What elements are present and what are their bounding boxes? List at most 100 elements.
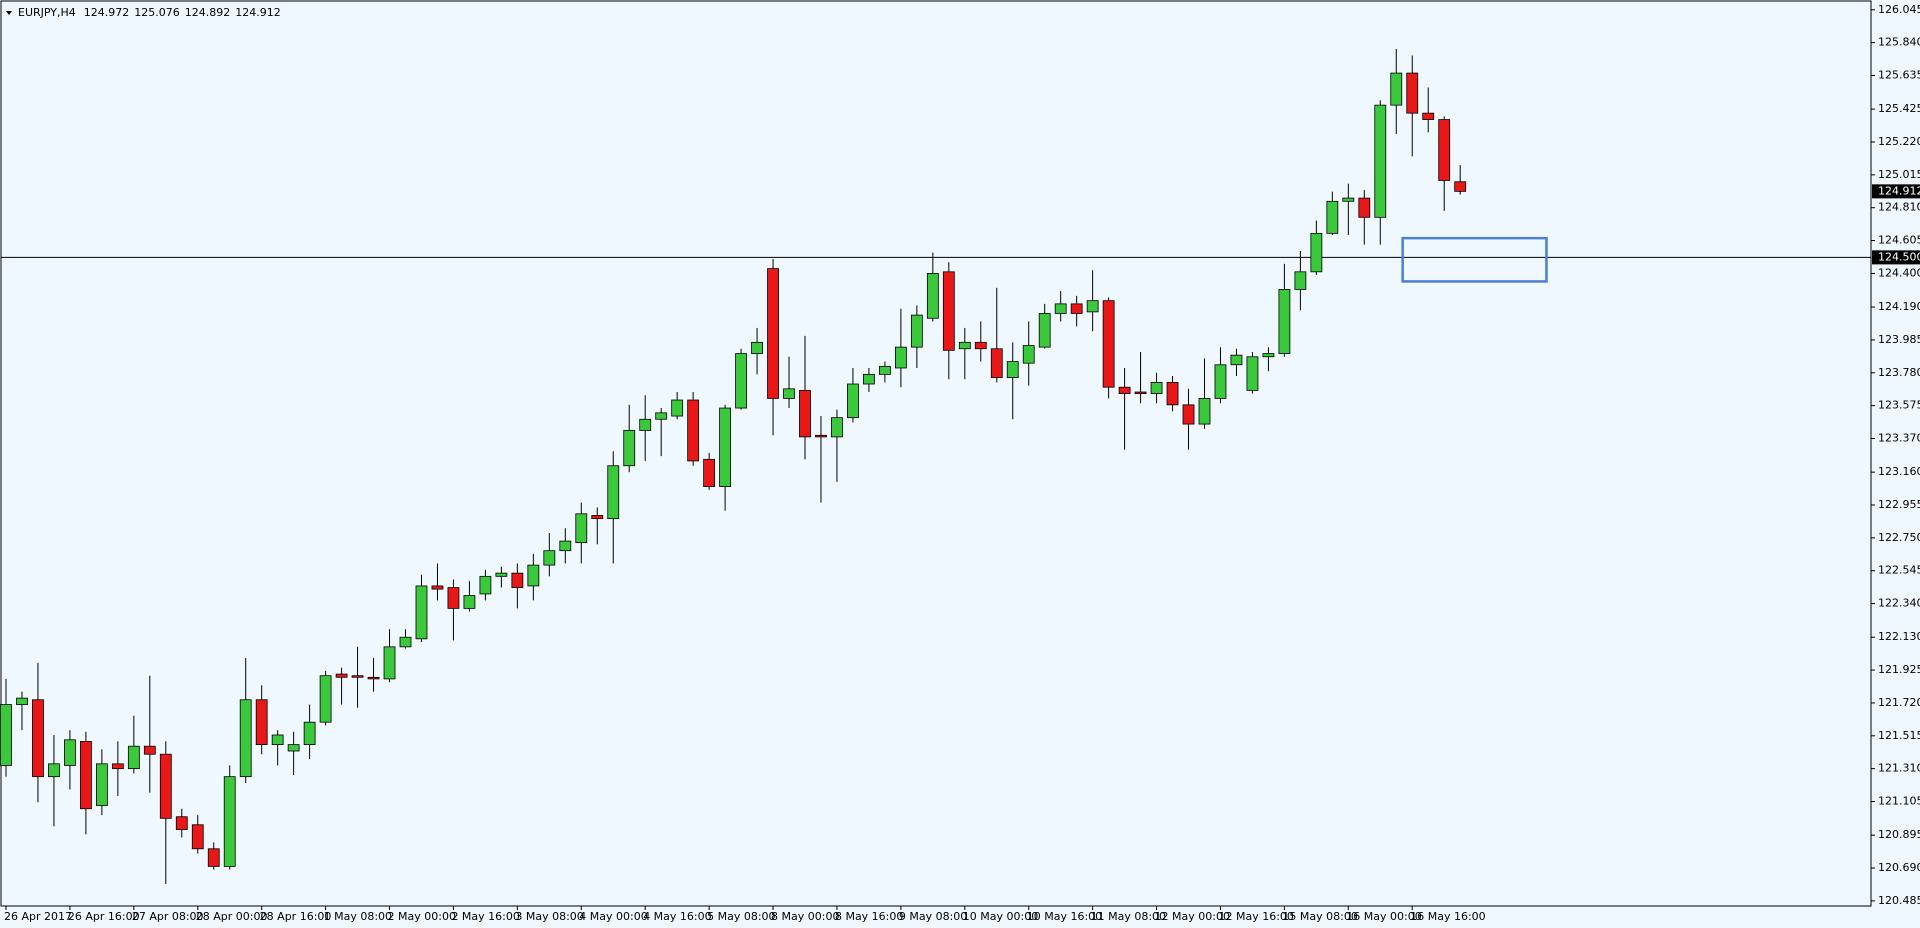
level-price-label: 124.500 bbox=[1878, 250, 1920, 263]
candle-body bbox=[255, 699, 268, 746]
candle-body bbox=[1054, 303, 1067, 314]
candle-body bbox=[879, 365, 891, 375]
candle-body bbox=[591, 515, 604, 520]
x-tick-label: 26 Apr 2017 bbox=[4, 910, 72, 923]
candle-body bbox=[1118, 386, 1131, 395]
chart-header: EURJPY,H4 124.972 125.076 124.892 124.912 bbox=[18, 6, 281, 19]
x-tick-label: 12 May 00:00 bbox=[1155, 910, 1230, 923]
candle-body bbox=[207, 848, 220, 867]
y-tick-label: 121.720 bbox=[1878, 696, 1920, 709]
candle-body bbox=[910, 314, 923, 348]
plot-frame bbox=[0, 0, 1872, 907]
candle-body bbox=[0, 704, 12, 766]
y-tick-label: 124.400 bbox=[1878, 266, 1920, 279]
x-tick-label: 1 May 08:00 bbox=[324, 910, 392, 923]
candle-body bbox=[623, 430, 636, 467]
y-tick-label: 125.840 bbox=[1878, 36, 1920, 49]
candle-body bbox=[16, 697, 28, 705]
candle-body bbox=[1150, 382, 1163, 395]
x-tick-label: 2 May 16:00 bbox=[451, 910, 519, 923]
candle-body bbox=[783, 388, 795, 399]
x-tick-label: 4 May 16:00 bbox=[643, 910, 711, 923]
x-tick-label: 11 May 08:00 bbox=[1091, 910, 1166, 923]
candle-body bbox=[1230, 354, 1243, 366]
candle-body bbox=[751, 341, 763, 354]
candle-body bbox=[399, 636, 412, 648]
x-tick-label: 28 Apr 00:00 bbox=[196, 910, 268, 923]
current-price-label: 124.912 bbox=[1878, 184, 1920, 197]
candle-body bbox=[303, 721, 316, 746]
candle-body bbox=[894, 346, 907, 369]
y-tick-label: 123.160 bbox=[1878, 465, 1920, 478]
candle-body bbox=[383, 646, 396, 680]
x-tick-label: 27 Apr 08:00 bbox=[132, 910, 204, 923]
y-tick-label: 120.690 bbox=[1878, 861, 1920, 874]
candle-body bbox=[926, 273, 939, 319]
candle-body bbox=[1422, 112, 1435, 120]
x-tick-label: 10 May 00:00 bbox=[963, 910, 1038, 923]
candle-body bbox=[1406, 72, 1419, 114]
candle-body bbox=[703, 458, 716, 487]
candle-body bbox=[1182, 404, 1195, 425]
x-tick-label: 16 May 16:00 bbox=[1410, 910, 1485, 923]
candle-body bbox=[159, 753, 172, 819]
x-tick-label: 2 May 00:00 bbox=[388, 910, 456, 923]
x-tick-label: 9 May 08:00 bbox=[899, 910, 967, 923]
candle-body bbox=[1310, 232, 1323, 273]
candle-body bbox=[80, 741, 92, 810]
x-tick-label: 16 May 00:00 bbox=[1346, 910, 1421, 923]
candle-body bbox=[1134, 391, 1147, 395]
candle-body bbox=[1038, 313, 1051, 348]
candle-body bbox=[223, 776, 236, 867]
candle-body bbox=[655, 412, 668, 420]
y-tick-label: 125.220 bbox=[1878, 135, 1920, 148]
candle-body bbox=[111, 763, 124, 770]
candle-body bbox=[942, 271, 955, 351]
candle-body bbox=[367, 676, 380, 680]
candle-body bbox=[431, 585, 444, 590]
candle-body bbox=[1438, 119, 1451, 181]
last-high: 125.076 bbox=[134, 6, 180, 19]
current-price-box bbox=[1872, 184, 1920, 199]
candle-body bbox=[335, 673, 348, 678]
x-tick-label: 3 May 08:00 bbox=[515, 910, 583, 923]
candle-body bbox=[1166, 382, 1179, 406]
candle-body bbox=[958, 341, 971, 350]
x-tick-label: 15 May 08:00 bbox=[1282, 910, 1357, 923]
x-tick-label: 8 May 00:00 bbox=[771, 910, 839, 923]
x-tick-label: 10 May 16:00 bbox=[1027, 910, 1102, 923]
candle-body bbox=[175, 816, 188, 830]
candle-body bbox=[1374, 104, 1387, 218]
menu-arrow[interactable] bbox=[6, 11, 12, 15]
candle-body bbox=[1326, 200, 1339, 234]
y-tick-label: 124.605 bbox=[1878, 234, 1920, 247]
candle-body bbox=[607, 465, 620, 520]
y-tick-label: 120.895 bbox=[1878, 828, 1920, 841]
y-tick-label: 126.045 bbox=[1878, 3, 1920, 16]
y-tick-label: 125.015 bbox=[1878, 168, 1920, 181]
candle-body bbox=[48, 763, 60, 778]
candle-body bbox=[575, 513, 588, 544]
candle-body bbox=[319, 675, 332, 723]
y-tick-label: 123.575 bbox=[1878, 399, 1920, 412]
y-tick-label: 125.425 bbox=[1878, 102, 1920, 115]
y-tick-label: 122.130 bbox=[1878, 630, 1920, 643]
candle-body bbox=[974, 341, 987, 350]
candle-body bbox=[1246, 356, 1259, 391]
last-low: 124.892 bbox=[185, 6, 231, 19]
candle-body bbox=[127, 745, 140, 770]
last-close: 124.912 bbox=[235, 6, 281, 19]
candle-body bbox=[1086, 300, 1099, 313]
y-tick-label: 124.810 bbox=[1878, 201, 1920, 214]
candle-body bbox=[1214, 364, 1227, 399]
candle-body bbox=[1198, 398, 1211, 425]
candle-body bbox=[559, 540, 572, 552]
candle-body bbox=[143, 745, 156, 755]
level-price-box bbox=[1872, 250, 1920, 265]
candle-body bbox=[671, 399, 684, 417]
candle-body bbox=[1358, 197, 1371, 218]
candle-body bbox=[287, 744, 300, 752]
x-tick-label: 5 May 08:00 bbox=[707, 910, 775, 923]
y-tick-label: 123.780 bbox=[1878, 366, 1920, 379]
